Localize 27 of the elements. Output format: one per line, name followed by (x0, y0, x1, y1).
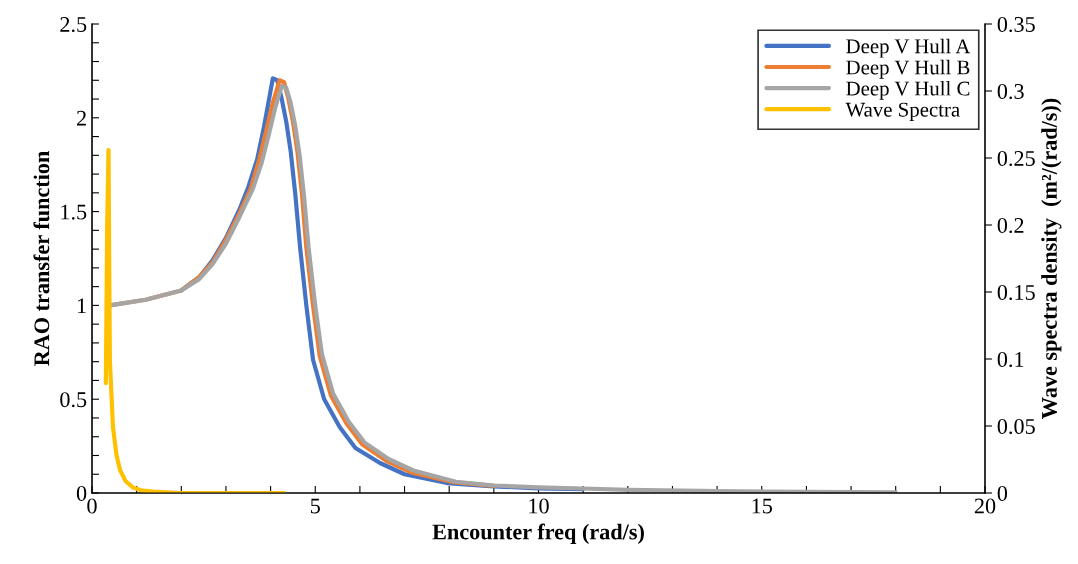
x-tick-label: 0 (87, 498, 97, 514)
x-tick-label: 5 (310, 498, 320, 514)
y2-tick-label: 0.2 (997, 217, 1024, 234)
line-series (103, 147, 287, 493)
legend-label: Deep V Hull B (846, 59, 970, 79)
y-tick-label: 2 (77, 110, 86, 126)
y2-tick-label: 0 (997, 485, 1008, 501)
y-tick-label: 1.5 (61, 204, 87, 220)
y2-tick-label: 0.25 (997, 150, 1035, 167)
y2-tick-label: 0.1 (997, 351, 1024, 368)
x-tick-label: 15 (752, 498, 772, 514)
y2-tick-label: 0.15 (997, 284, 1035, 301)
legend-label: Deep V Hull C (846, 80, 970, 100)
legend-label: Deep V Hull A (846, 38, 971, 58)
y2-tick-label: 0.35 (997, 16, 1035, 33)
y2-axis-title: Wave spectra density (m²/(rad/s)) (1041, 98, 1062, 419)
x-axis-title: Encounter freq (rad/s) (432, 523, 644, 544)
y-tick-label: 1 (77, 298, 86, 314)
y2-tick-label: 0.3 (997, 83, 1024, 100)
y-tick-label: 0.5 (60, 392, 87, 408)
x-tick-label: 20 (974, 498, 996, 514)
y-tick-label: 2.5 (60, 16, 87, 33)
y2-tick-label: 0.05 (997, 418, 1035, 435)
y-tick-label: 0 (76, 485, 87, 501)
legend-label: Wave Spectra (845, 102, 960, 121)
y-axis-title: RAO transfer function (33, 151, 50, 366)
x-tick-label: 10 (529, 498, 549, 514)
